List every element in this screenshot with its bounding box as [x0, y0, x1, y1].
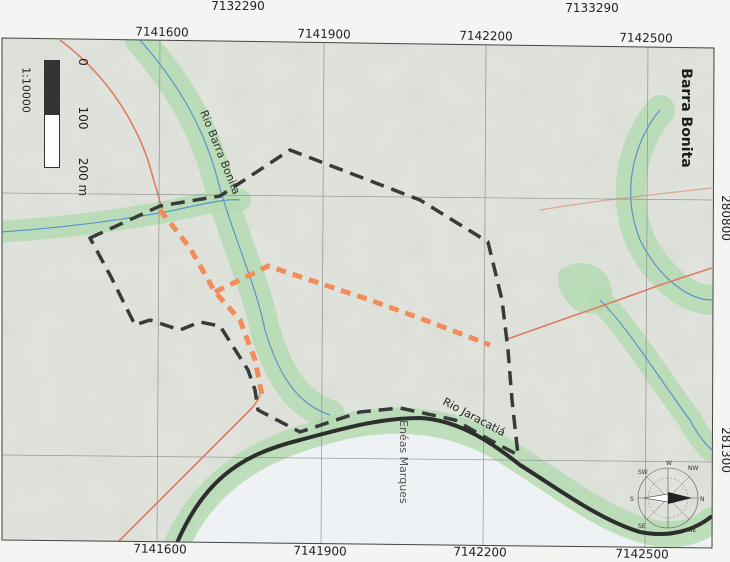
- river-east-branch: [599, 299, 713, 451]
- grid-label-bottom-2: 7141900: [293, 543, 347, 559]
- grid-label-top-4: 7142500: [619, 30, 673, 46]
- scale-bar-light: [44, 114, 60, 168]
- grid: [2, 38, 714, 548]
- map-title: Barra Bonita: [678, 68, 694, 168]
- scale-bar: [44, 60, 60, 168]
- grid-label-right-1: 280800: [719, 195, 730, 241]
- grid-label-outer-top-1: 7132290: [211, 0, 265, 13]
- river-barra-bonita: [139, 39, 331, 416]
- road-southwest: [99, 394, 261, 548]
- grid-label-right-2: 281300: [719, 427, 730, 473]
- compass-w: W: [666, 460, 672, 467]
- compass-sw: SW: [638, 469, 648, 476]
- road-northwest: [59, 39, 163, 211]
- scale-tick-100: 100: [76, 106, 90, 130]
- compass-se: SE: [638, 523, 646, 530]
- water-body: [180, 420, 712, 548]
- map-border: [1, 37, 715, 549]
- grid-label-top-1: 7141600: [135, 24, 189, 40]
- grid-label-bottom-4: 7142500: [615, 546, 669, 562]
- label-eneas-marques: Enéas Marques: [397, 420, 410, 504]
- compass-n: N: [700, 496, 705, 503]
- study-area-boundary: [88, 148, 520, 457]
- compass-rose: N NW W SW S NE SE: [630, 460, 705, 534]
- scale-tick-0: 0: [76, 58, 90, 66]
- grid-label-top-3: 7142200: [459, 28, 513, 44]
- road-northeast: [539, 187, 713, 211]
- grid-label-top-2: 7141900: [297, 26, 351, 42]
- river-east: [630, 109, 713, 301]
- compass-ne: NE: [688, 527, 696, 534]
- proposed-route-branch: [213, 263, 491, 348]
- north-arrow-icon: [668, 492, 692, 504]
- river-jaracatia-boundary: [168, 415, 714, 548]
- scale-tick-200: 200 m: [76, 157, 90, 197]
- river-west: [2, 199, 241, 233]
- scale-bar-dark: [44, 60, 60, 114]
- grid-label-outer-top-2: 7133290: [565, 1, 619, 15]
- road-east: [504, 267, 713, 341]
- scale-ratio: 1:10000: [19, 67, 33, 113]
- compass-s: S: [630, 496, 634, 503]
- compass-nw: NW: [688, 465, 698, 472]
- grid-label-bottom-1: 7141600: [133, 541, 187, 557]
- proposed-route-main: [158, 208, 265, 396]
- grid-label-bottom-3: 7142200: [453, 544, 507, 560]
